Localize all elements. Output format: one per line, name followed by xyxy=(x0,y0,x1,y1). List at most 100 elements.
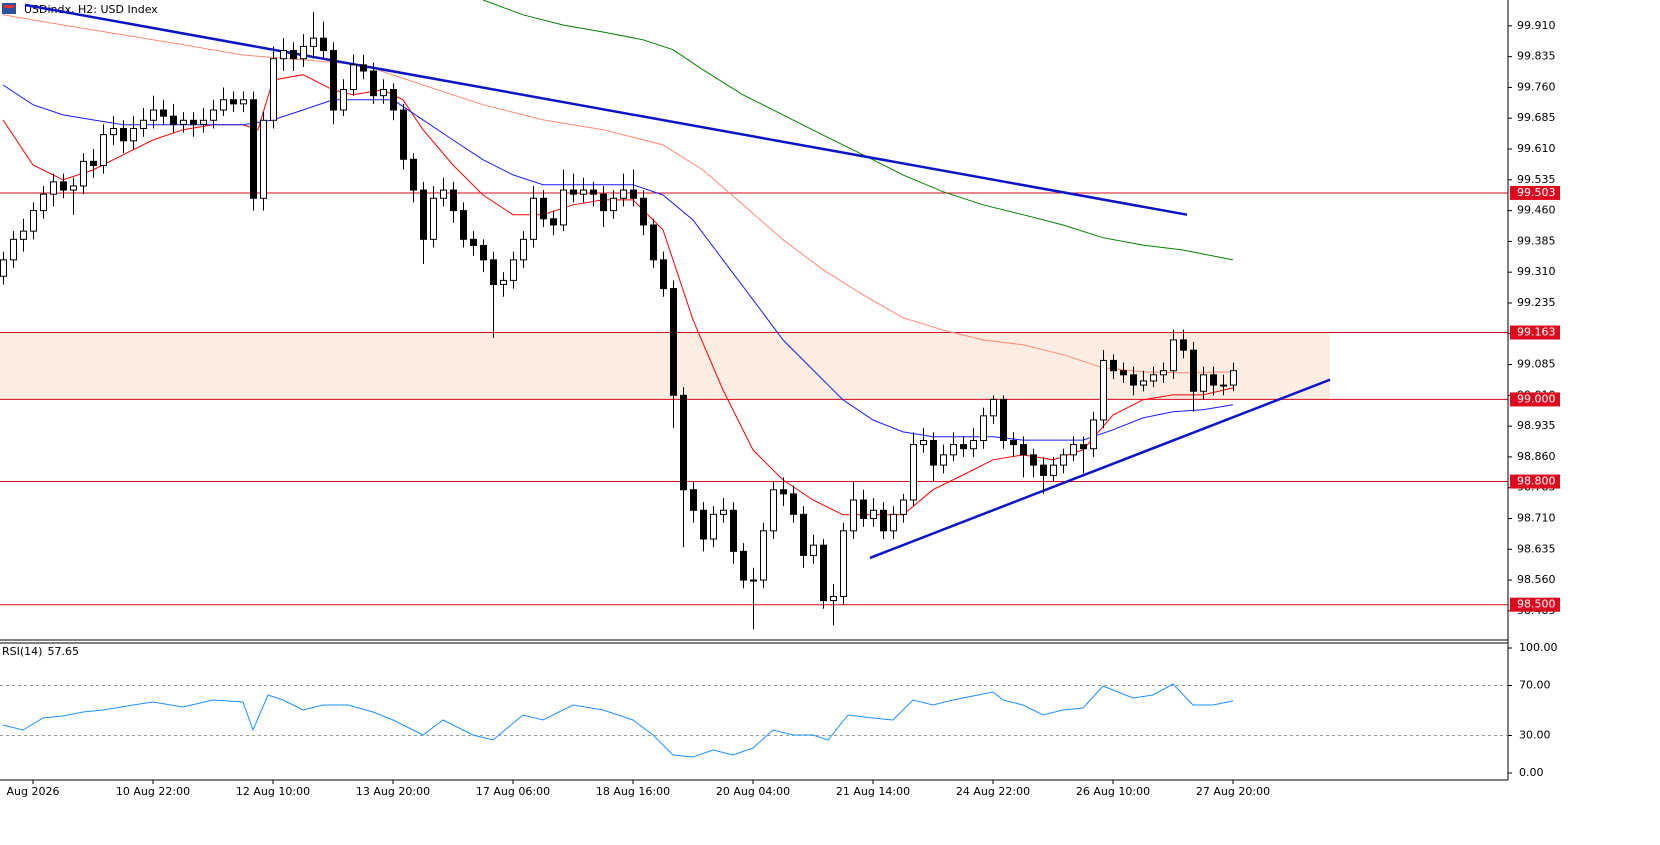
y-tick-label: 99.835 xyxy=(1517,50,1556,63)
candle-body xyxy=(230,99,237,105)
candle-body xyxy=(680,394,687,491)
candle-body xyxy=(190,119,197,125)
candle-body xyxy=(900,499,907,515)
candle-body xyxy=(840,530,847,597)
level-label-box xyxy=(1510,474,1560,489)
candle-body xyxy=(410,158,417,191)
candle-body xyxy=(950,444,957,456)
candle-body xyxy=(940,454,947,466)
candle-body xyxy=(920,439,927,446)
rsi-title: RSI(14) 57.65 xyxy=(2,645,79,658)
candle-body xyxy=(400,109,407,160)
candle-body xyxy=(1070,444,1077,456)
rsi-tick-label: 100.00 xyxy=(1519,641,1558,654)
candle-body xyxy=(370,70,377,97)
candle-body xyxy=(630,189,637,199)
candle-body xyxy=(800,513,807,556)
level-label-box xyxy=(1510,597,1560,612)
candle-body xyxy=(890,513,897,532)
moving-average xyxy=(2,74,1234,516)
x-tick-label: 13 Aug 20:00 xyxy=(356,785,430,798)
candle-body xyxy=(1200,374,1207,392)
candle-body xyxy=(420,189,427,240)
candle-body xyxy=(1100,359,1107,421)
candle-body xyxy=(910,444,917,501)
candle-body xyxy=(50,181,57,195)
rsi-tick-label: 70.00 xyxy=(1519,679,1551,692)
candle-body xyxy=(80,160,87,187)
level-label-box xyxy=(1510,325,1560,340)
y-tick-label: 98.560 xyxy=(1517,573,1556,586)
y-tick-label: 98.635 xyxy=(1517,542,1556,555)
y-tick-label: 99.310 xyxy=(1517,265,1556,278)
candle-body xyxy=(600,193,607,212)
candle-body xyxy=(760,530,767,581)
level-label-box xyxy=(1510,185,1560,200)
candle-body xyxy=(1170,339,1177,372)
candle-body xyxy=(0,259,7,277)
candle-body xyxy=(70,185,77,191)
candle-body xyxy=(1090,419,1097,450)
y-tick-label: 98.935 xyxy=(1517,419,1556,432)
candle-body xyxy=(280,49,287,60)
candle-body xyxy=(1130,374,1137,386)
candle-body xyxy=(110,127,117,136)
candle-body xyxy=(770,489,777,532)
candle-body xyxy=(880,509,887,532)
candle-body xyxy=(1110,359,1117,372)
rsi-tick-label: 0.00 xyxy=(1519,766,1544,779)
candle-body xyxy=(590,189,597,195)
candle-body xyxy=(750,579,757,582)
candle-body xyxy=(170,115,177,125)
y-tick-label: 98.860 xyxy=(1517,450,1556,463)
candle-body xyxy=(820,544,827,602)
candle-body xyxy=(740,550,747,581)
candle-body xyxy=(320,37,327,51)
y-tick-label: 99.910 xyxy=(1517,19,1556,32)
trendline xyxy=(24,3,1188,216)
candle-body xyxy=(530,197,537,240)
candle-body xyxy=(830,595,837,602)
x-tick-label: 27 Aug 20:00 xyxy=(1196,785,1270,798)
candle-body xyxy=(1190,349,1197,392)
candle-body xyxy=(140,119,147,129)
candle-body xyxy=(1010,439,1017,446)
candle-body xyxy=(1210,374,1217,386)
symbol-icon-stripe xyxy=(4,5,14,8)
trendline xyxy=(869,378,1331,560)
candle-body xyxy=(470,238,477,246)
candle-body xyxy=(870,509,877,519)
symbol-icon xyxy=(2,3,16,14)
level-label: 99.000 xyxy=(1517,392,1556,405)
level-label: 98.800 xyxy=(1517,475,1556,488)
x-tick-label: 21 Aug 14:00 xyxy=(836,785,910,798)
candle-body xyxy=(990,398,997,417)
candle-body xyxy=(20,230,27,240)
candle-body xyxy=(150,109,157,121)
chart-title: USDindx, H2: USD Index xyxy=(24,3,158,16)
candle-body xyxy=(60,181,67,191)
candle-body xyxy=(560,189,567,226)
moving-average xyxy=(482,0,1234,261)
candle-body xyxy=(450,189,457,212)
candle-body xyxy=(390,88,397,111)
candle-body xyxy=(610,197,617,212)
candle-body xyxy=(10,238,17,261)
candle-body xyxy=(210,109,217,121)
candle-body xyxy=(640,197,647,226)
x-tick-label: 18 Aug 16:00 xyxy=(596,785,670,798)
candle-body xyxy=(1140,380,1147,386)
candle-body xyxy=(1040,464,1047,476)
candle-body xyxy=(440,189,447,199)
x-tick-label: 20 Aug 04:00 xyxy=(716,785,790,798)
candle-body xyxy=(850,499,857,532)
candle-body xyxy=(270,58,277,121)
y-tick-label: 99.385 xyxy=(1517,234,1556,247)
level-label-box xyxy=(1510,392,1560,407)
x-tick-label: 12 Aug 10:00 xyxy=(236,785,310,798)
candle-body xyxy=(700,509,707,540)
candle-body xyxy=(1050,464,1057,476)
level-label: 99.503 xyxy=(1517,186,1556,199)
y-tick-label: 99.610 xyxy=(1517,142,1556,155)
